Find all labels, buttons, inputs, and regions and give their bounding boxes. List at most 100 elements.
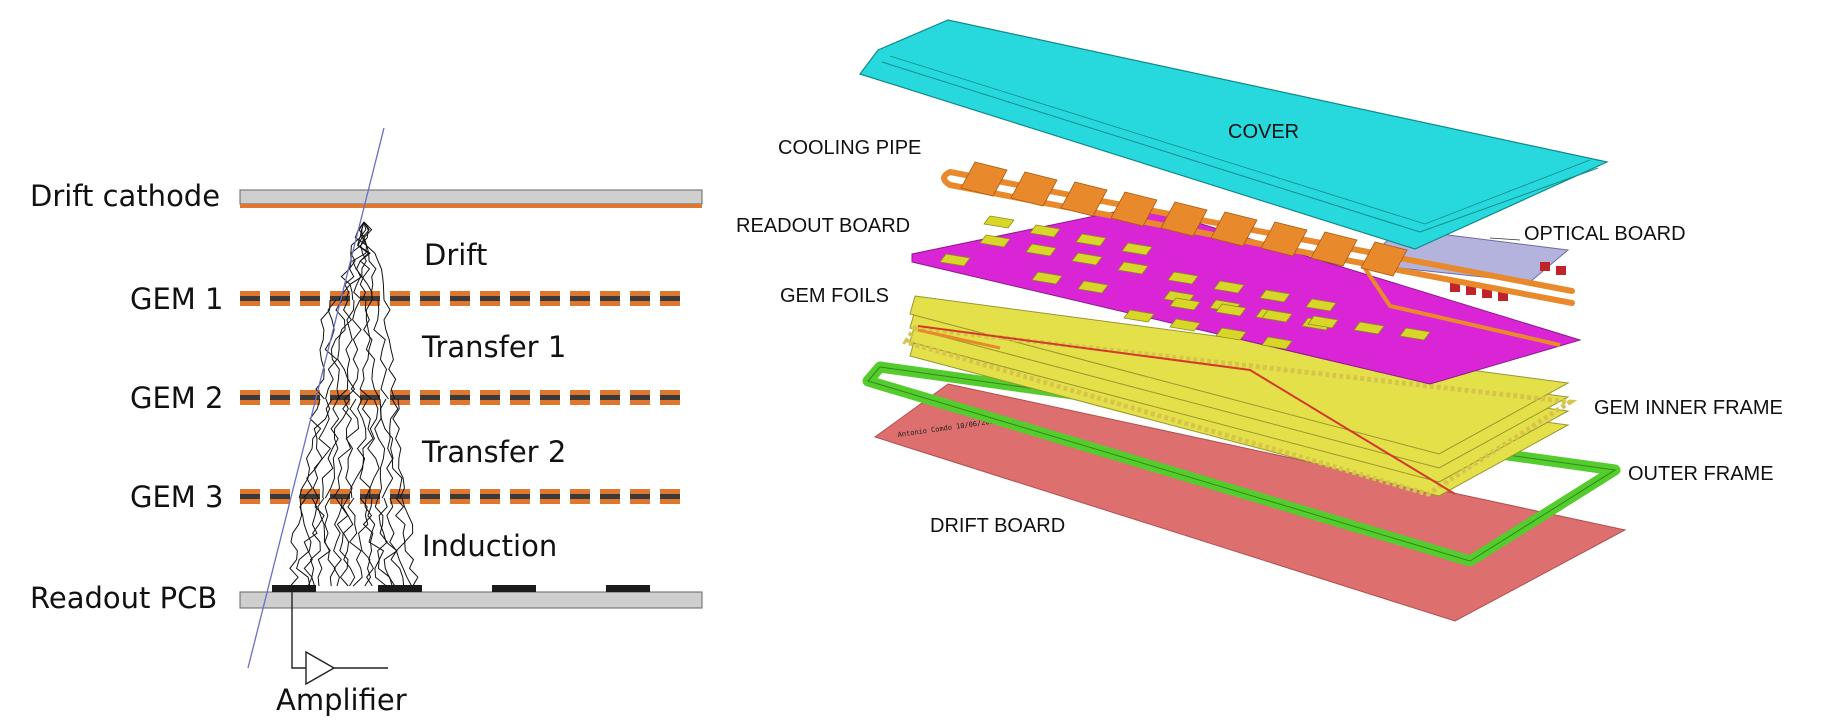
avalanche-track (333, 497, 343, 587)
avalanche-track (358, 497, 372, 587)
readout-pad-square (1353, 321, 1385, 335)
avalanche-track (321, 398, 340, 499)
avalanche-track (359, 398, 374, 499)
cooling-fin (1010, 171, 1058, 207)
gem-hole-segment (300, 291, 320, 306)
gem-hole-segment (570, 489, 590, 504)
gem-hole-segment (600, 291, 620, 306)
gem-hole-segment (270, 390, 290, 405)
cooling-fin (1160, 201, 1208, 237)
gem-hole-segment (600, 390, 620, 405)
gem-hole-segment (240, 390, 260, 405)
triple-gem-cross-section: Drift cathode GEM 1 GEM 2 GEM 3 Readout … (30, 127, 703, 717)
drift-region-label: Drift (424, 238, 487, 272)
readout-pad-square (1123, 309, 1155, 323)
avalanche-track (332, 398, 352, 499)
avalanche-track (350, 398, 367, 499)
avalanche-track (387, 398, 403, 499)
gem-hole-segment (510, 489, 530, 504)
avalanche-track (315, 299, 331, 400)
avalanche-track (379, 398, 394, 499)
cooling-fin (1060, 181, 1108, 217)
readout-pad-square (939, 253, 971, 267)
avalanche-track (338, 221, 365, 301)
readout-pad-square (1169, 318, 1201, 332)
avalanche-track (392, 398, 405, 499)
optical-board-leader (1489, 237, 1521, 241)
gem-hole-segment (540, 390, 560, 405)
avalanche-track (360, 221, 373, 301)
readout-pad (492, 585, 536, 592)
gem-hole-segment (480, 291, 500, 306)
gem-hole-segment (600, 489, 620, 504)
avalanche-track (303, 497, 318, 587)
amplifier-symbol (291, 592, 388, 686)
cooling-pipe (917, 169, 1575, 350)
avalanche-track (363, 221, 377, 301)
avalanche-track (383, 299, 397, 400)
gem3-label: GEM 3 (130, 480, 224, 514)
drift-cathode-electrode (239, 189, 703, 208)
gem-hole-segment (420, 489, 440, 504)
gem-hole-segment (540, 291, 560, 306)
avalanche-track (303, 398, 331, 499)
gem-hole-segment (570, 390, 590, 405)
readout-pad (272, 585, 316, 592)
readout-pad-square (1213, 280, 1245, 294)
gem-hole-segment (300, 489, 320, 504)
gem-hole-segment (630, 390, 650, 405)
avalanche-track (362, 497, 374, 587)
readout-pad-square (1029, 224, 1061, 238)
readout-pad-square (1261, 309, 1293, 323)
readout-pad-square (1259, 289, 1291, 303)
gem2-label: GEM 2 (130, 381, 224, 415)
induction-region-label: Induction (422, 529, 557, 563)
gem-hole-segment (540, 489, 560, 504)
gem-inner-frame (902, 325, 1578, 497)
avalanche-track (344, 221, 365, 301)
readout-pad-square (983, 215, 1015, 229)
avalanche-track (373, 299, 389, 400)
gem-inner-frame-label: GEM INNER FRAME (1594, 397, 1783, 419)
exploded-module-view: Antonio Comdo 10/06/2014 (736, 19, 1783, 622)
gem1-label: GEM 1 (130, 282, 224, 316)
gem-hole-segment (450, 489, 470, 504)
gem-hole-segment (570, 291, 590, 306)
avalanche-track (296, 497, 312, 587)
amplifier-label: Amplifier (276, 683, 407, 717)
avalanche-track (395, 497, 413, 587)
gem-hole-segment (390, 489, 410, 504)
avalanche-track (344, 299, 356, 400)
avalanche-track (365, 299, 381, 400)
avalanche-track (324, 299, 338, 400)
readout-pad-square (1307, 315, 1339, 329)
gem-foils-stack (909, 295, 1570, 497)
inner-frame-red-line (917, 325, 1456, 495)
gem2-foil (240, 390, 680, 405)
avalanche-track (298, 398, 322, 499)
avalanche-track (378, 497, 398, 587)
avalanche-track (359, 299, 373, 400)
readout-board-label: READOUT BOARD (736, 215, 910, 237)
particle-track (247, 127, 385, 669)
avalanche-track (374, 497, 393, 587)
avalanche-track (289, 497, 303, 587)
readout-pad-square (1399, 327, 1431, 341)
avalanche-track (386, 497, 405, 587)
cooling-fin (1210, 211, 1258, 247)
readout-pad-square (1071, 252, 1103, 266)
gem-hole-segment (630, 291, 650, 306)
gem-hole-segment (480, 489, 500, 504)
avalanche-track (347, 497, 363, 587)
avalanche-track (312, 398, 333, 499)
gem-hole-segment (510, 390, 530, 405)
avalanche-track (336, 299, 353, 400)
avalanche-track (309, 497, 325, 587)
gem-hole-segment (510, 291, 530, 306)
gem-hole-segment (390, 291, 410, 306)
gem1-foil (240, 291, 680, 306)
avalanche-track (350, 299, 362, 400)
electron-avalanche-tracks (289, 221, 419, 587)
cooling-fins (960, 161, 1408, 277)
readout-pad-square (1169, 297, 1201, 311)
